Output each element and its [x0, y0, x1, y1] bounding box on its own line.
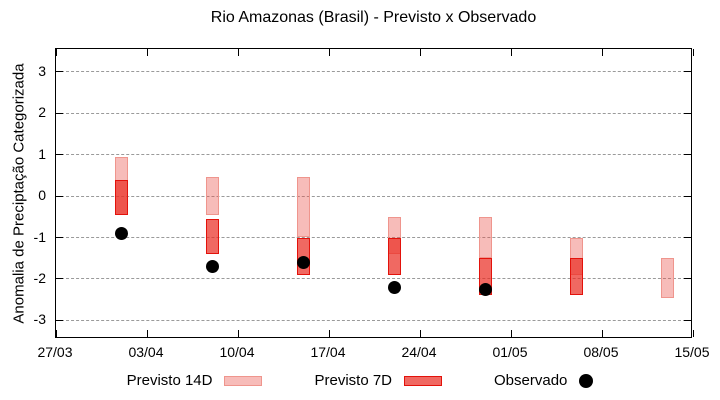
- x-tick-label: 03/04: [128, 344, 164, 360]
- previsto-14d-swatch-icon: [224, 375, 263, 386]
- gridline: [56, 71, 691, 73]
- y-tick-label: -1: [33, 228, 46, 245]
- bar-previsto-7d: [387, 237, 401, 275]
- y-tick-mark-right: [684, 154, 691, 156]
- x-tick-mark-top: [692, 49, 694, 56]
- gridline: [56, 237, 691, 238]
- x-tick-mark-top: [146, 49, 148, 56]
- x-tick-mark: [146, 330, 148, 337]
- y-tick-mark: [56, 154, 63, 156]
- legend-label-previsto-14d: Previsto 14D: [126, 372, 213, 389]
- x-tick-label: 24/04: [401, 344, 437, 360]
- legend-label-observado: Observado: [494, 372, 568, 389]
- legend-item-observado: Observado: [494, 372, 594, 389]
- x-tick-mark-top: [237, 49, 239, 56]
- bar-previsto-14d: [660, 258, 674, 298]
- legend-item-previsto-7d: Previsto 7D: [314, 372, 443, 389]
- bar-previsto-7d: [569, 258, 583, 296]
- observado-dot-icon: [579, 373, 594, 388]
- observed-dot: [387, 280, 401, 294]
- chart-title: Rio Amazonas (Brasil) - Previsto x Obser…: [210, 9, 537, 26]
- x-tick-mark: [419, 330, 421, 337]
- gridline: [56, 195, 691, 197]
- x-tick-label: 27/03: [37, 344, 73, 360]
- x-tick-mark-top: [419, 49, 421, 56]
- observed-dot: [205, 260, 219, 273]
- y-tick-mark-right: [684, 195, 691, 197]
- bar-previsto-14d: [478, 216, 492, 259]
- y-tick-label: 0: [38, 187, 46, 204]
- x-tick-label: 08/05: [583, 344, 619, 360]
- bar-previsto-7d: [114, 179, 128, 215]
- y-tick-mark-right: [684, 71, 691, 73]
- x-tick-label: 17/04: [310, 344, 346, 360]
- x-tick-mark: [237, 330, 239, 337]
- x-tick-label: 10/04: [219, 344, 255, 360]
- y-tick-mark-right: [684, 237, 691, 238]
- gridline: [56, 154, 691, 156]
- legend: Previsto 14D Previsto 7D Observado: [0, 372, 720, 389]
- observed-dot: [296, 255, 310, 269]
- observed-dot: [114, 226, 128, 240]
- bar-previsto-14d: [296, 177, 310, 238]
- y-tick-label: -3: [33, 311, 46, 328]
- previsto-7d-swatch-icon: [404, 375, 443, 386]
- y-tick-mark-right: [684, 319, 691, 321]
- x-tick-mark-top: [601, 49, 603, 56]
- y-tick-mark: [56, 71, 63, 73]
- legend-label-previsto-7d: Previsto 7D: [314, 372, 393, 389]
- y-tick-mark-right: [684, 112, 691, 114]
- x-tick-label: 15/05: [674, 344, 710, 360]
- y-tick-mark-right: [684, 278, 691, 280]
- y-tick-label: -2: [33, 269, 46, 286]
- legend-item-previsto-14d: Previsto 14D: [127, 372, 263, 389]
- observed-dot: [478, 282, 492, 296]
- gridline: [56, 112, 691, 114]
- y-tick-mark: [56, 112, 63, 114]
- y-tick-label: 2: [38, 104, 46, 121]
- y-tick-label: 3: [38, 62, 46, 79]
- x-tick-mark-top: [510, 49, 512, 56]
- bar-previsto-14d: [205, 177, 219, 215]
- y-tick-mark: [56, 278, 63, 280]
- bar-previsto-7d: [205, 218, 219, 255]
- x-tick-mark: [328, 330, 330, 337]
- gridline: [56, 278, 691, 280]
- x-tick-mark: [510, 330, 512, 337]
- y-tick-label: 1: [38, 145, 46, 162]
- plot-area: [55, 48, 694, 338]
- x-tick-mark-top: [328, 49, 330, 56]
- y-tick-mark: [56, 195, 63, 197]
- x-tick-mark: [601, 330, 603, 337]
- y-tick-mark: [56, 319, 63, 321]
- gridline: [56, 319, 691, 321]
- x-tick-mark: [692, 330, 694, 337]
- x-tick-label: 01/05: [492, 344, 528, 360]
- x-tick-mark: [55, 330, 57, 337]
- x-tick-mark-top: [55, 49, 57, 56]
- y-tick-mark: [56, 237, 63, 238]
